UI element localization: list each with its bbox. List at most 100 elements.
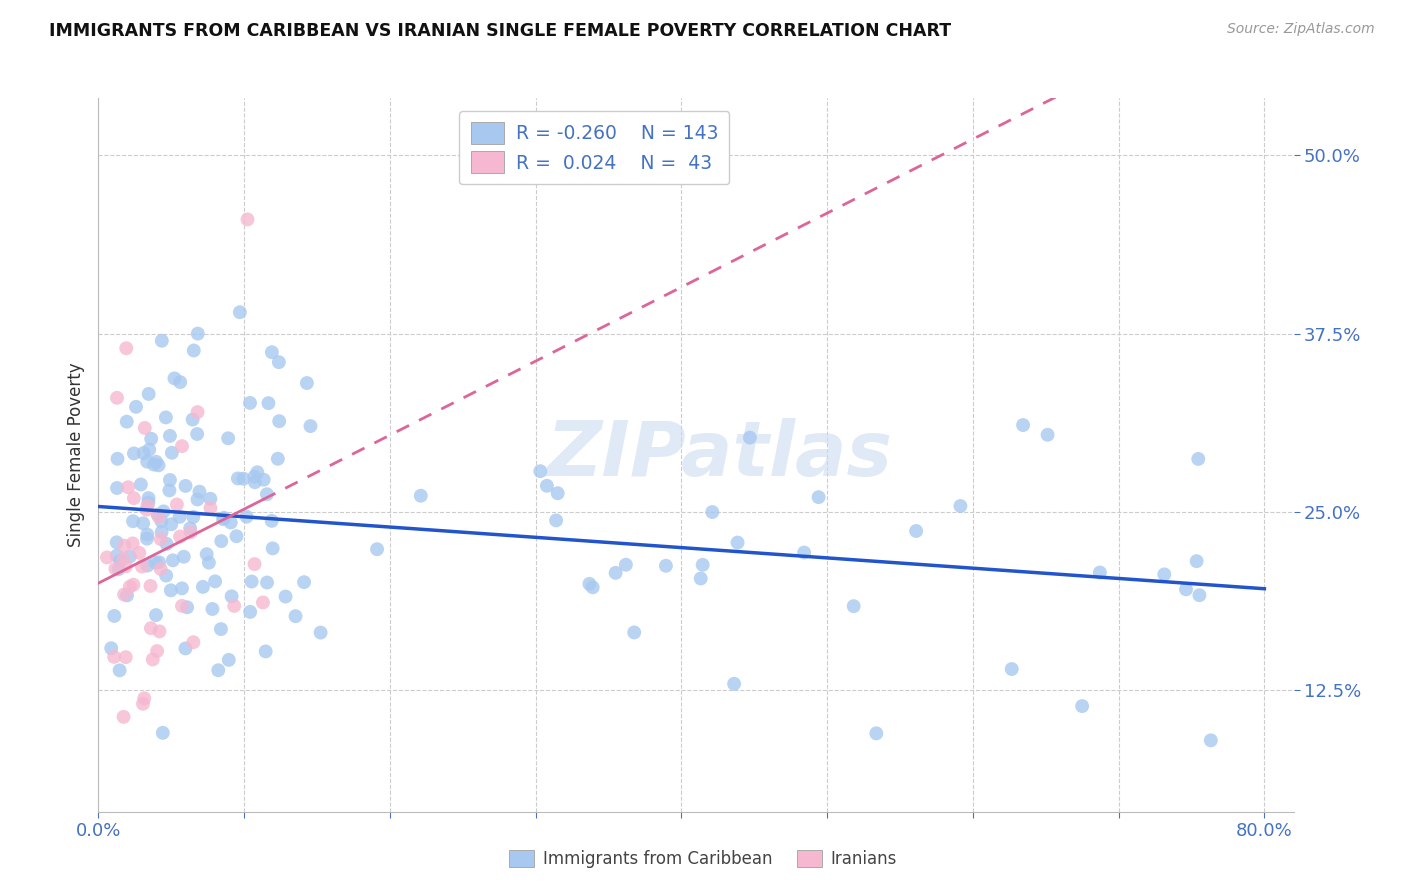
Point: [131, 559, 153, 574]
Point: [157, 483, 180, 498]
Point: [173, 549, 195, 564]
Point: [582, 580, 605, 594]
Point: [179, 521, 201, 535]
Point: [170, 582, 193, 596]
Point: [132, 446, 155, 460]
Point: [105, 535, 128, 549]
Point: [605, 566, 627, 580]
Point: [1185, 554, 1208, 568]
Point: [1001, 662, 1024, 676]
Point: [727, 535, 749, 549]
Point: [152, 726, 174, 740]
Point: [842, 599, 865, 614]
Point: [136, 558, 159, 573]
Point: [738, 431, 761, 445]
Point: [1036, 427, 1059, 442]
Point: [145, 556, 167, 570]
Point: [115, 588, 138, 602]
Text: IMMIGRANTS FROM CARIBBEAN VS IRANIAN SINGLE FEMALE POVERTY CORRELATION CHART: IMMIGRANTS FROM CARIBBEAN VS IRANIAN SIN…: [49, 22, 952, 40]
Point: [176, 600, 198, 615]
Point: [141, 432, 163, 446]
Point: [114, 559, 136, 574]
Point: [689, 572, 711, 586]
Point: [121, 536, 143, 550]
Point: [148, 458, 170, 473]
Point: [1187, 452, 1209, 467]
Point: [149, 532, 172, 546]
Point: [269, 414, 291, 428]
Point: [108, 664, 131, 678]
Point: [142, 458, 165, 472]
Legend: R = -0.260    N = 143, R =  0.024    N =  43: R = -0.260 N = 143, R = 0.024 N = 43: [460, 112, 730, 185]
Point: [108, 554, 131, 568]
Point: [949, 499, 972, 513]
Point: [183, 635, 205, 649]
Point: [148, 509, 170, 524]
Point: [267, 355, 290, 369]
Point: [1088, 566, 1111, 580]
Point: [905, 524, 928, 538]
Point: [232, 472, 254, 486]
Point: [162, 553, 184, 567]
Point: [138, 495, 160, 509]
Point: [122, 446, 145, 460]
Point: [159, 429, 181, 443]
Point: [104, 562, 127, 576]
Point: [150, 524, 173, 539]
Point: [284, 609, 307, 624]
Point: [129, 477, 152, 491]
Point: [1071, 699, 1094, 714]
Point: [239, 396, 262, 410]
Point: [198, 556, 221, 570]
Point: [529, 464, 551, 478]
Point: [793, 545, 815, 559]
Point: [201, 602, 224, 616]
Y-axis label: Single Female Poverty: Single Female Poverty: [66, 363, 84, 547]
Point: [107, 451, 129, 466]
Point: [218, 653, 240, 667]
Point: [118, 549, 141, 564]
Point: [105, 391, 128, 405]
Point: [134, 691, 156, 706]
Point: [614, 558, 637, 572]
Point: [146, 508, 169, 522]
Point: [655, 558, 678, 573]
Point: [235, 509, 257, 524]
Point: [112, 588, 135, 602]
Point: [100, 641, 122, 656]
Point: [267, 451, 290, 466]
Point: [807, 490, 830, 504]
Point: [191, 580, 214, 594]
Point: [114, 650, 136, 665]
Point: [578, 577, 600, 591]
Point: [204, 574, 226, 589]
Point: [253, 473, 276, 487]
Point: [692, 558, 714, 572]
Point: [112, 539, 135, 553]
Point: [138, 442, 160, 457]
Point: [181, 510, 204, 524]
Point: [117, 480, 139, 494]
Point: [118, 580, 141, 594]
Point: [260, 345, 283, 359]
Point: [299, 419, 322, 434]
Point: [252, 595, 274, 609]
Point: [139, 579, 162, 593]
Point: [160, 517, 183, 532]
Point: [188, 484, 211, 499]
Point: [239, 605, 262, 619]
Point: [1188, 588, 1211, 602]
Point: [240, 574, 263, 589]
Point: [122, 491, 145, 505]
Point: [105, 481, 128, 495]
Point: [256, 575, 278, 590]
Point: [142, 652, 165, 666]
Point: [96, 550, 118, 565]
Point: [146, 644, 169, 658]
Point: [103, 609, 125, 624]
Point: [1012, 418, 1035, 433]
Point: [243, 475, 266, 490]
Point: [723, 677, 745, 691]
Point: [226, 471, 249, 485]
Point: [221, 590, 243, 604]
